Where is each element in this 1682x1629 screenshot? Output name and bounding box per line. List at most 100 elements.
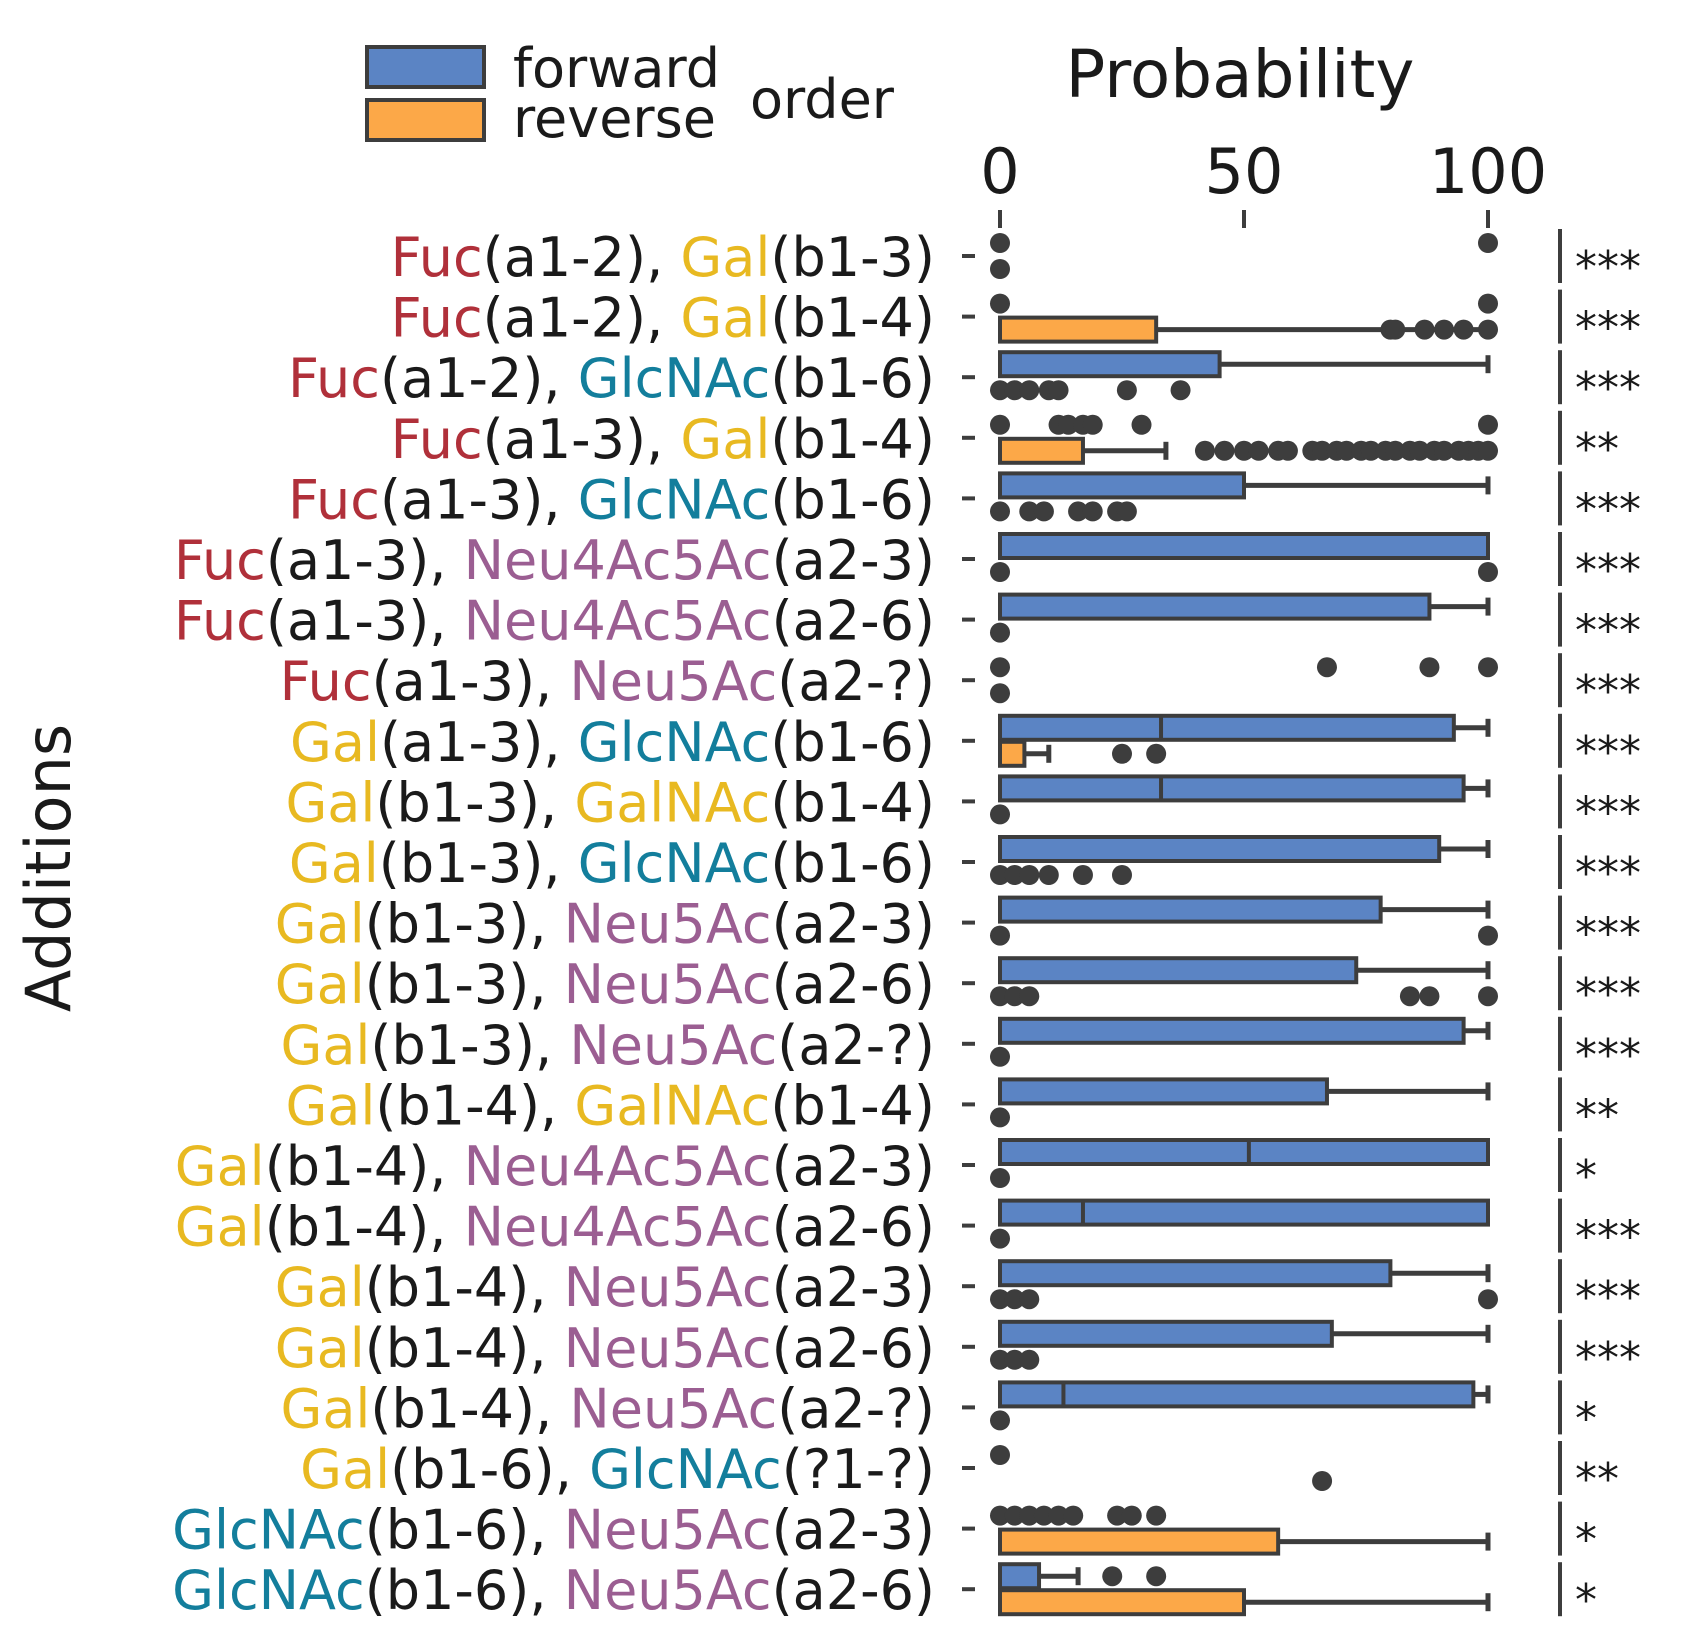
- linkage-text: (b1-6): [770, 711, 935, 774]
- sugar-name: Fuc: [174, 590, 266, 653]
- sig-label: ***: [1575, 787, 1641, 838]
- forward-outlier-point: [990, 293, 1010, 314]
- row-label: Fuc(a1-3), Neu5Ac(a2-?): [280, 650, 935, 713]
- sugar-name: GlcNAc: [578, 468, 771, 531]
- linkage-text: (a1-2),: [380, 347, 578, 410]
- reverse-outlier-point: [1414, 319, 1435, 340]
- sugar-name: Gal: [275, 1317, 365, 1380]
- row-12: Gal(b1-3), Neu5Ac(a2-6) ***: [275, 953, 1641, 1020]
- linkage-text: (a2-3): [772, 1135, 935, 1198]
- sugar-name: Fuc: [391, 287, 483, 350]
- linkage-text: (b1-4),: [265, 1196, 464, 1259]
- row-label: Gal(b1-3), GalNAc(b1-4): [285, 771, 935, 834]
- reverse-outlier-point: [1312, 1471, 1333, 1491]
- reverse-outlier-point: [1112, 743, 1132, 764]
- forward-bar: [998, 774, 1466, 803]
- reverse-outlier-point: [990, 1168, 1010, 1188]
- reverse-outlier-point: [990, 622, 1010, 643]
- reverse-outlier-point: [1434, 319, 1455, 340]
- sig-label: ***: [1575, 848, 1641, 899]
- sugar-name: Neu4Ac5Ac: [464, 529, 772, 592]
- x-tick-label: 100: [1429, 135, 1547, 208]
- forward-outlier-point: [1478, 657, 1498, 678]
- sig-label: ***: [1575, 666, 1641, 717]
- reverse-outlier-point: [1116, 380, 1137, 401]
- linkage-text: (a2-6): [772, 590, 935, 653]
- forward-outlier-point: [1004, 1505, 1025, 1526]
- linkage-text: (a1-3),: [483, 408, 681, 471]
- row-9: Gal(b1-3), GalNAc(b1-4) ***: [285, 771, 1641, 838]
- reverse-outlier-point: [1019, 1289, 1040, 1310]
- reverse-outlier-point: [1478, 440, 1498, 461]
- sugar-name: Neu5Ac: [564, 1317, 772, 1380]
- reverse-outlier-point: [1019, 380, 1040, 401]
- reverse-outlier-point: [1478, 986, 1498, 1007]
- row-label: Gal(b1-4), Neu4Ac5Ac(a2-6): [175, 1196, 935, 1259]
- row-3: Fuc(a1-3), Gal(b1-4) **: [391, 408, 1619, 475]
- forward-outlier-point: [1478, 233, 1498, 253]
- linkage-text: (a1-2),: [483, 226, 681, 289]
- legend-forward-swatch: [365, 45, 486, 89]
- forward-outlier-point: [1146, 1505, 1167, 1526]
- row-8: Gal(a1-3), GlcNAc(b1-6) ***: [290, 711, 1641, 778]
- sugar-name: Gal: [300, 1438, 390, 1501]
- sugar-name: Gal: [280, 1014, 370, 1077]
- row-label: Gal(b1-4), Neu5Ac(a2-3): [275, 1256, 935, 1319]
- forward-outlier-point: [1102, 1566, 1123, 1587]
- row-label: Gal(b1-6), GlcNAc(?1-?): [300, 1438, 935, 1501]
- forward-bar: [998, 895, 1383, 924]
- sugar-name: Fuc: [288, 468, 380, 531]
- reverse-outlier-point: [1072, 865, 1093, 885]
- sig-label: ***: [1575, 909, 1641, 960]
- reverse-outlier-point: [1033, 501, 1054, 522]
- sugar-name: Neu4Ac5Ac: [464, 1135, 772, 1198]
- row-13: Gal(b1-3), Neu5Ac(a2-?) ***: [280, 1014, 1641, 1081]
- reverse-bar: [998, 315, 1159, 344]
- reverse-outlier-point: [1004, 986, 1025, 1007]
- row-label: Fuc(a1-3), GlcNAc(b1-6): [288, 468, 935, 531]
- reverse-outlier-point: [1116, 501, 1137, 522]
- sig-label: ***: [1575, 303, 1641, 354]
- x-tick-label: 50: [1205, 135, 1284, 208]
- forward-bar: [998, 350, 1222, 379]
- row-label: Fuc(a1-2), Gal(b1-3): [391, 226, 935, 289]
- forward-bar: [998, 1138, 1490, 1166]
- reverse-outlier-point: [1336, 440, 1357, 461]
- reverse-outlier-point: [1385, 319, 1406, 340]
- reverse-outlier-point: [990, 1228, 1010, 1249]
- linkage-text: (?1-?): [782, 1438, 935, 1501]
- reverse-outlier-point: [1019, 1349, 1040, 1370]
- row-2: Fuc(a1-2), GlcNAc(b1-6) ***: [288, 347, 1641, 414]
- reverse-outlier-point: [990, 380, 1010, 401]
- linkage-text: (a2-?): [777, 650, 935, 713]
- reverse-outlier-point: [1277, 440, 1298, 461]
- sugar-name: Neu5Ac: [564, 1256, 772, 1319]
- linkage-text: (a1-3),: [380, 468, 578, 531]
- row-label: Gal(b1-3), Neu5Ac(a2-?): [280, 1014, 935, 1077]
- reverse-bar: [998, 1527, 1281, 1556]
- linkage-text: (b1-4): [770, 287, 935, 350]
- forward-outlier-point: [1316, 657, 1337, 678]
- linkage-text: (b1-6),: [365, 1559, 564, 1622]
- sugar-name: Gal: [275, 1256, 365, 1319]
- sugar-name: Fuc: [288, 347, 380, 410]
- reverse-outlier-point: [990, 1046, 1010, 1067]
- linkage-text: (b1-4): [770, 1074, 935, 1137]
- linkage-text: (b1-4): [770, 408, 935, 471]
- linkage-text: (a2-3): [772, 1256, 935, 1319]
- rows: Fuc(a1-2), Gal(b1-3) ***Fuc(a1-2), Gal(b1…: [172, 226, 1641, 1626]
- linkage-text: (a1-3),: [372, 650, 570, 713]
- reverse-outlier-point: [1082, 501, 1103, 522]
- reverse-outlier-point: [1004, 1349, 1025, 1370]
- sig-label: *: [1575, 1151, 1597, 1202]
- sig-label: ***: [1575, 1272, 1641, 1323]
- reverse-outlier-point: [1004, 380, 1025, 401]
- reverse-outlier-point: [990, 865, 1010, 885]
- linkage-text: (a1-3),: [380, 711, 578, 774]
- row-22: GlcNAc(b1-6), Neu5Ac(a2-6) *: [172, 1559, 1597, 1626]
- forward-bar: [998, 1077, 1329, 1106]
- sugar-name: Neu5Ac: [569, 1377, 777, 1440]
- linkage-text: (b1-6): [770, 832, 935, 895]
- sugar-name: GalNAc: [574, 771, 770, 834]
- row-11: Gal(b1-3), Neu5Ac(a2-3) ***: [275, 893, 1641, 960]
